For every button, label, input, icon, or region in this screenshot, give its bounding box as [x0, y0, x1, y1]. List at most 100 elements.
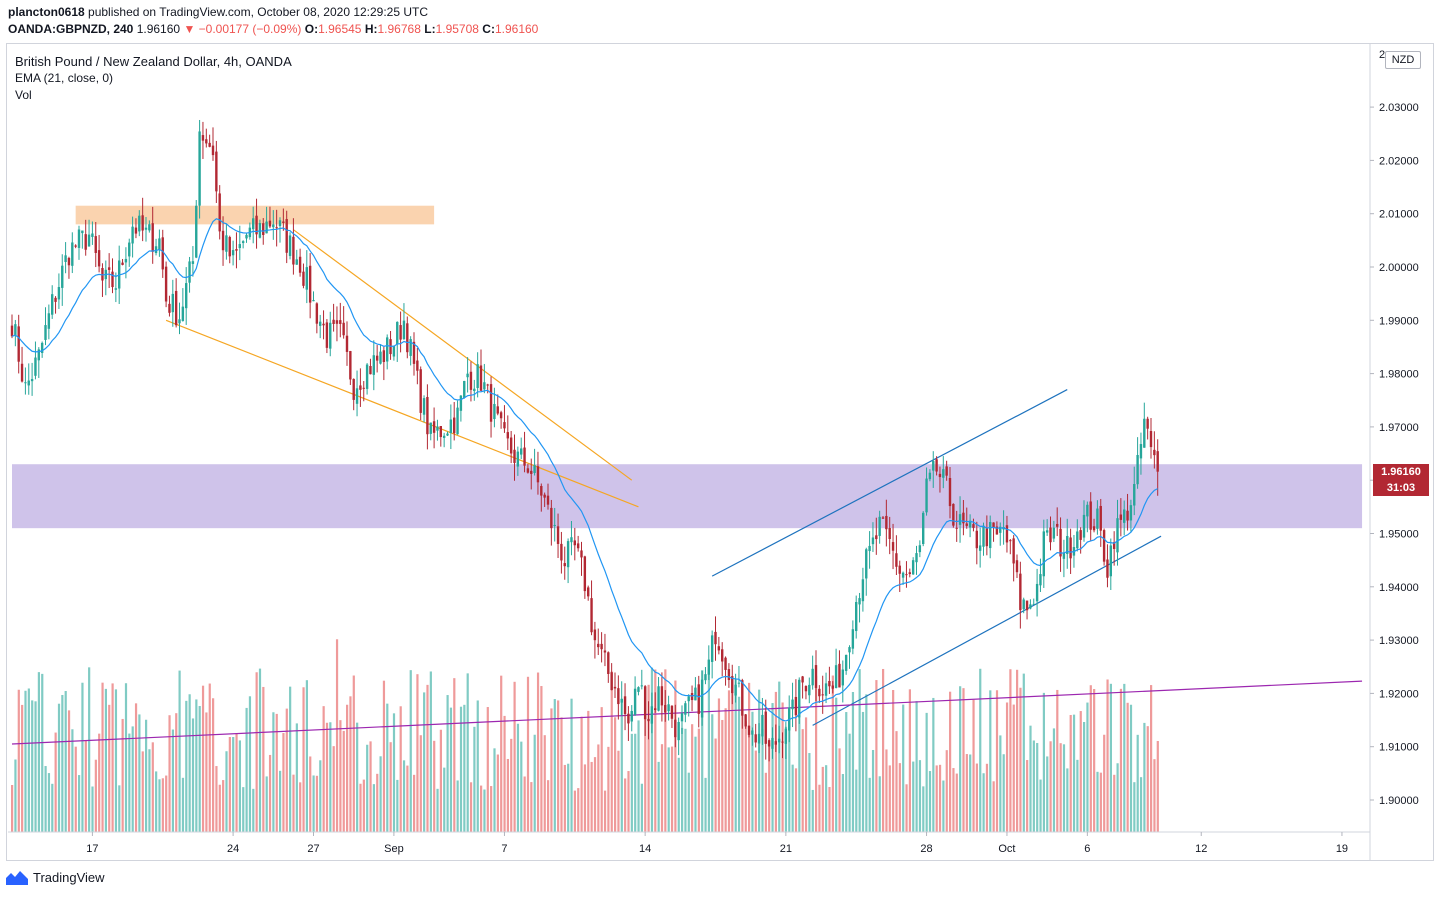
volume-bar	[171, 729, 174, 832]
time-tick-label: 21	[780, 843, 792, 855]
candle-body	[37, 349, 40, 361]
author-name[interactable]: plancton0618	[8, 5, 85, 19]
candle-body	[1146, 418, 1149, 429]
price-tick-label: 1.97000	[1379, 422, 1419, 434]
volume-bar	[145, 719, 148, 832]
volume-bar	[128, 733, 131, 832]
candle-body	[647, 718, 650, 722]
candle-body	[181, 306, 185, 321]
volume-bar	[225, 751, 228, 832]
candle-body	[660, 686, 664, 706]
volume-bar	[922, 786, 925, 832]
volume-bar	[309, 756, 312, 832]
volume-bar	[423, 692, 426, 832]
candle-body	[972, 524, 975, 528]
volume-bar	[1083, 721, 1086, 832]
volume-bar	[275, 713, 278, 832]
legend-title: British Pound / New Zealand Dollar, 4h, …	[15, 54, 292, 69]
legend-ema[interactable]: EMA (21, close, 0)	[15, 71, 114, 85]
candle-body	[667, 704, 670, 712]
candle-body	[962, 512, 965, 524]
volume-bar	[1146, 726, 1149, 832]
volume-bar	[51, 783, 54, 832]
volume-bar	[148, 749, 151, 832]
candle-body	[241, 241, 245, 244]
price-tick-label: 1.91000	[1379, 742, 1419, 754]
volume-bar	[707, 668, 710, 832]
volume-bar	[1123, 683, 1126, 832]
volume-bar	[577, 788, 580, 832]
time-tick-label: 28	[920, 843, 932, 855]
resistance-zone-0	[75, 205, 435, 225]
candle-body	[362, 387, 365, 389]
volume-bar	[506, 758, 509, 832]
volume-bar	[118, 785, 121, 832]
currency-badge[interactable]: NZD	[1385, 51, 1421, 69]
volume-bar	[536, 672, 540, 832]
volume-bar	[289, 686, 292, 832]
volume-bar	[201, 685, 205, 832]
volume-bar	[640, 783, 643, 832]
price-tick-label: 1.93000	[1379, 635, 1419, 647]
legend-vol[interactable]: Vol	[15, 88, 32, 102]
candle-body	[784, 728, 788, 744]
candle-body	[1112, 542, 1116, 549]
volume-bar	[1119, 688, 1123, 832]
candle-body	[1109, 545, 1112, 577]
candle-body	[392, 345, 396, 357]
support-zone-1	[12, 464, 1363, 529]
candle-body	[734, 684, 737, 696]
candle-body	[885, 515, 888, 530]
candle-body	[94, 236, 97, 253]
candle-body	[255, 215, 258, 235]
volume-bar	[724, 708, 727, 832]
volume-bar	[81, 682, 84, 832]
volume-bar	[71, 729, 74, 832]
volume-bar	[570, 698, 573, 832]
volume-bar	[426, 684, 429, 832]
volume-bar	[205, 712, 208, 832]
candle-body	[154, 246, 158, 254]
candle-body	[499, 412, 503, 419]
candle-body	[948, 478, 952, 507]
volume-bar	[476, 700, 479, 832]
volume-bar	[98, 733, 101, 832]
volume-bar	[982, 773, 985, 832]
candle-body	[915, 553, 918, 563]
volume-bar	[1150, 685, 1153, 832]
volume-bar	[1012, 704, 1015, 832]
volume-bar	[503, 715, 506, 832]
candle-body	[523, 447, 526, 466]
candle-body	[1153, 449, 1156, 456]
candle-body	[731, 676, 734, 694]
time-tick-label: 14	[639, 843, 651, 855]
volume-bar	[480, 785, 483, 832]
candle-body	[627, 713, 630, 724]
candle-body	[81, 230, 84, 234]
candle-body	[355, 388, 359, 404]
volume-bar	[557, 700, 560, 832]
volume-bar	[446, 695, 449, 832]
candle-body	[958, 514, 962, 525]
candle-body	[603, 650, 607, 653]
candle-body	[426, 396, 429, 435]
volume-bar	[593, 757, 597, 832]
volume-bar	[989, 690, 992, 832]
candle-body	[630, 710, 633, 722]
volume-bar	[620, 698, 623, 832]
candle-body	[1133, 483, 1136, 506]
candle-body	[777, 738, 781, 743]
candle-body	[272, 224, 275, 228]
candle-body	[536, 466, 540, 483]
candle-body	[138, 215, 141, 232]
candle-body	[717, 646, 721, 651]
volume-bar	[212, 698, 215, 832]
candle-body	[221, 230, 225, 251]
price-tick-label: 1.92000	[1379, 688, 1419, 700]
volume-bar	[232, 737, 235, 832]
volume-bar	[510, 738, 513, 832]
candle-body	[821, 694, 824, 696]
tradingview-footer[interactable]: TradingView	[6, 870, 105, 885]
volume-bar	[376, 773, 379, 832]
